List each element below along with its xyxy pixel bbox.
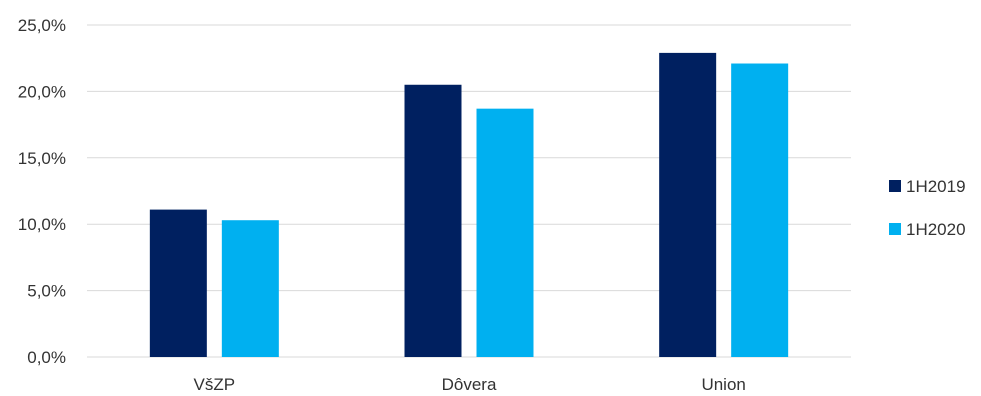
x-category-label: Union: [701, 375, 745, 394]
y-tick-label: 10,0%: [18, 215, 66, 234]
gridlines: [87, 24, 851, 358]
y-tick-label: 25,0%: [18, 16, 66, 35]
bar-VšZP-1H2019: [149, 209, 207, 357]
bars: [149, 52, 789, 358]
bar-Dôvera-1H2019: [404, 84, 462, 357]
bar-VšZP-1H2020: [221, 220, 279, 357]
legend-swatch-1H2020: [889, 223, 901, 235]
legend: 1H2019 1H2020: [889, 177, 966, 239]
legend-label: 1H2020: [906, 220, 966, 239]
y-tick-label: 0,0%: [27, 348, 66, 367]
bar-Union-1H2019: [659, 52, 717, 357]
legend-swatch-1H2019: [889, 180, 901, 192]
x-category-label: VšZP: [194, 375, 236, 394]
y-tick-label: 15,0%: [18, 149, 66, 168]
y-tick-label: 20,0%: [18, 82, 66, 101]
legend-label: 1H2019: [906, 177, 966, 196]
x-axis-category-labels: VšZP Dôvera Union: [194, 375, 746, 394]
bar-Dôvera-1H2020: [476, 108, 534, 357]
y-axis-tick-labels: 0,0% 5,0% 10,0% 15,0% 20,0% 25,0%: [18, 16, 66, 367]
y-tick-label: 5,0%: [27, 282, 66, 301]
bar-Union-1H2020: [731, 63, 789, 358]
x-category-label: Dôvera: [442, 375, 497, 394]
